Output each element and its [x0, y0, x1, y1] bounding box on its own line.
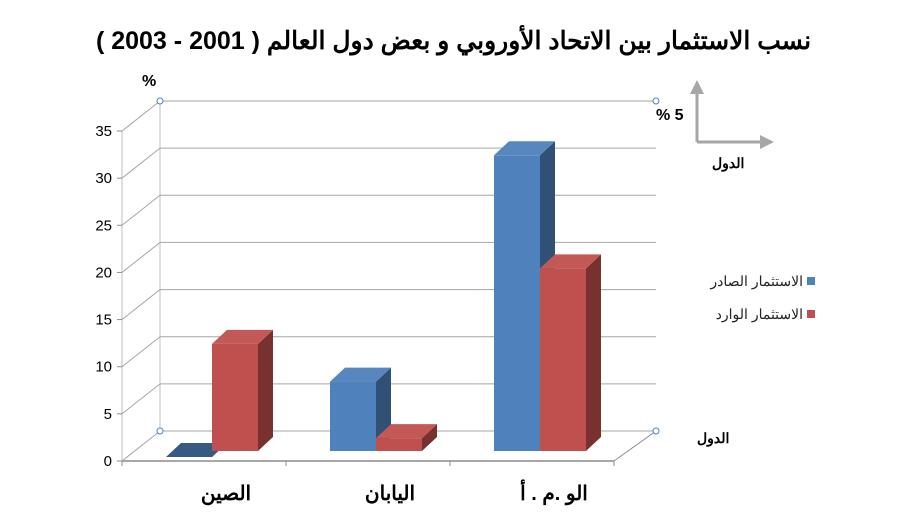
y-tick-label: 20	[95, 264, 112, 281]
legend-swatch-incoming	[807, 310, 815, 318]
gridline-diagonal	[121, 100, 161, 132]
gridline-diagonal	[121, 336, 161, 368]
plot-area-handle	[156, 427, 164, 435]
category-label: اليابان	[365, 483, 415, 505]
plot-area-handle	[652, 427, 660, 435]
bar-top	[330, 367, 391, 382]
y-tick-label: 0	[104, 453, 112, 470]
bar-side	[586, 254, 601, 451]
bars	[166, 141, 601, 457]
category-labels: الصين اليابان الو .م . أ	[201, 479, 588, 506]
floor-right-edge	[613, 430, 657, 462]
y-axis-ticks: 0 5 10 15 20 25 30 35	[95, 123, 122, 470]
bar-front	[376, 438, 422, 451]
category-label: الو .م . أ	[520, 479, 588, 506]
scale-indicator: % 5 الدول	[656, 80, 774, 172]
bar-top	[540, 254, 601, 269]
gridline-diagonal	[121, 289, 161, 320]
y-tick-label: 15	[95, 312, 112, 329]
bar-top	[166, 443, 227, 457]
bar-front	[330, 381, 376, 451]
x-axis-label: الدول	[697, 430, 729, 447]
bar-front	[494, 155, 540, 452]
bar	[212, 329, 273, 451]
y-tick-label: 5	[104, 406, 112, 423]
bar	[540, 254, 601, 451]
x-axis	[121, 461, 615, 466]
bar	[330, 367, 391, 451]
bar-top	[494, 141, 555, 156]
chart-walls	[121, 101, 657, 462]
chart-title: نسب الاستثمار بين الاتحاد الأوروبي و بعض…	[95, 27, 812, 55]
plot-area-handle	[652, 97, 660, 105]
gridline-diagonal	[121, 147, 161, 179]
category-label: الصين	[201, 483, 251, 506]
gridline-diagonal	[121, 242, 161, 273]
scale-axis-label: الدول	[712, 155, 744, 172]
bar-front	[540, 268, 586, 451]
legend: الاستثمار الصادر الاستثمار الوارد	[709, 273, 815, 323]
bar	[376, 424, 437, 451]
y-tick-label: 35	[95, 123, 112, 140]
legend-label-outgoing: الاستثمار الصادر	[709, 273, 803, 290]
gridline-diagonal	[121, 383, 161, 415]
bar-top	[212, 329, 273, 344]
bar-side	[258, 329, 273, 451]
scale-right-arrowhead	[760, 135, 774, 149]
bar-front	[212, 343, 258, 451]
y-tick-label: 25	[95, 217, 112, 234]
gridline-diagonal	[121, 430, 161, 462]
y-axis-unit-label: %	[142, 73, 156, 90]
legend-label-incoming: الاستثمار الوارد	[716, 306, 803, 323]
legend-swatch-outgoing	[807, 277, 815, 285]
bar-side	[422, 424, 437, 451]
plot-area-handle	[156, 97, 164, 105]
scale-value-label: % 5	[656, 107, 684, 124]
gridline-diagonal	[121, 194, 161, 226]
scale-up-arrowhead	[690, 80, 704, 94]
y-tick-label: 10	[95, 359, 112, 376]
y-tick-label: 30	[95, 170, 112, 187]
bar-top	[376, 424, 437, 439]
